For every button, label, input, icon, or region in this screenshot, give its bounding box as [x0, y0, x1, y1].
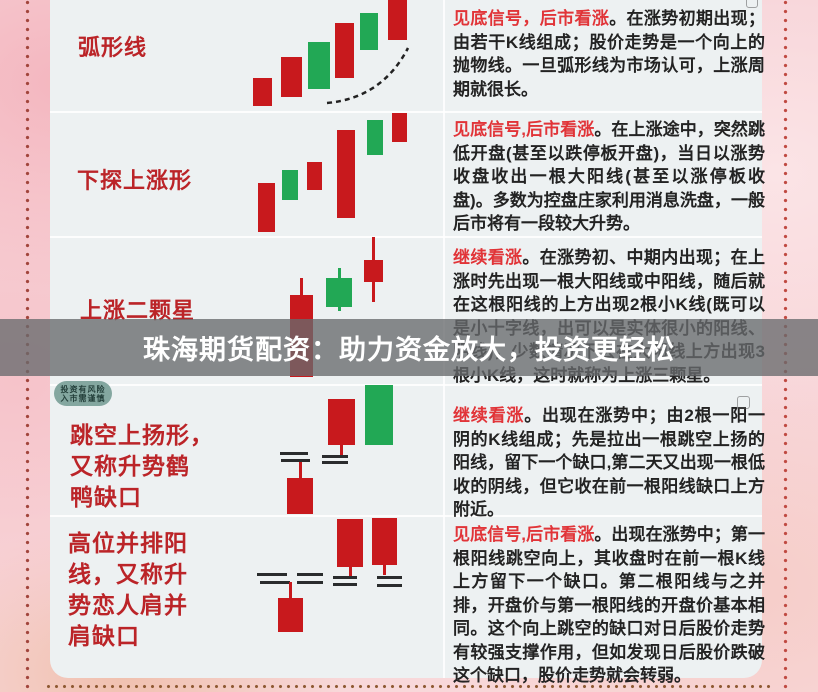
candlestick-body	[281, 57, 302, 97]
risk-disclaimer-line1: 投资有风险	[60, 384, 106, 394]
candlestick-body	[335, 23, 354, 78]
candlestick-body	[308, 42, 330, 89]
risk-disclaimer-line2: 入市需谨慎	[60, 393, 106, 403]
pattern-name: 跳空上扬形， 又称升势鹤 鸭缺口	[70, 422, 214, 510]
gap-mark	[260, 581, 290, 584]
pattern-description: 见底信号，后市看涨。在涨势初期出现；由若干K线组成；股价走势是一个向上的抛物线。…	[453, 7, 765, 101]
candlestick-body	[360, 13, 378, 50]
corner-mark-icon	[737, 396, 750, 409]
gap-mark	[333, 583, 357, 586]
signal-label: 见底信号，后市看涨	[453, 9, 610, 28]
candlestick-body	[328, 399, 355, 445]
candlestick-body	[282, 170, 298, 200]
corner-mark-icon	[746, 0, 758, 8]
candlestick-body	[365, 385, 393, 445]
gap-mark	[322, 455, 348, 458]
watermark-text: 珠海期货配资：助力资金放大，投资更轻松	[143, 335, 675, 365]
candlestick-body	[388, 0, 407, 40]
description-text: 。在涨势初期出现；由若干K线组成；股价走势是一个向上的抛物线。一旦弧形线为市场认…	[453, 9, 766, 99]
row-divider	[50, 515, 762, 517]
candlestick-wick	[348, 567, 352, 577]
gap-mark	[333, 576, 357, 579]
description-text: 。出现在涨势中；第一根阳线跳空向上，其收盘时在前一根K线上方留下一个缺口。第二根…	[453, 525, 765, 685]
candlestick-body	[278, 598, 303, 632]
pattern-description: 见底信号,后市看涨。出现在涨势中；第一根阳线跳空向上，其收盘时在前一根K线上方留…	[453, 523, 765, 688]
candlestick-body	[258, 183, 275, 232]
row-divider	[50, 236, 762, 238]
watermark-overlay: 珠海期货配资：助力资金放大，投资更轻松	[0, 319, 818, 376]
gap-mark	[322, 461, 348, 464]
candlestick-wick	[337, 307, 341, 311]
gap-mark	[280, 452, 308, 455]
pattern-name: 上涨二颗星	[80, 298, 196, 323]
signal-label: 见底信号,后市看涨	[453, 525, 595, 544]
candlestick-body	[392, 113, 407, 142]
description-text: 。在上涨途中，突然跳低开盘(甚至以跌停板开盘)，当日以涨势收盘收出一根大阳线(甚…	[453, 120, 765, 233]
gap-mark	[377, 584, 402, 587]
gap-mark	[377, 576, 402, 579]
candlestick-body	[326, 278, 352, 307]
row-divider	[50, 384, 762, 386]
candlestick-body	[337, 130, 355, 218]
pattern-description: 继续看涨。出现在涨势中；由2根一阳一阴的K线组成；先是拉出一根跳空上扬的阳线，留…	[453, 404, 765, 522]
candlestick-body	[307, 162, 322, 190]
candlestick-wick	[289, 582, 292, 598]
risk-disclaimer-badge: 投资有风险 入市需谨慎	[54, 381, 112, 406]
candlestick-body	[364, 260, 383, 282]
candlestick-wick	[383, 565, 386, 575]
pattern-name: 下探上涨形	[77, 168, 193, 193]
gap-mark	[297, 573, 323, 576]
candlestick-wick	[300, 278, 303, 295]
signal-label: 见底信号,后市看涨	[453, 120, 595, 139]
candlestick-body	[287, 478, 313, 514]
decorative-dotted-border-bottom	[46, 684, 772, 689]
gap-mark	[257, 573, 287, 576]
row-divider	[50, 111, 762, 113]
gap-mark	[297, 581, 323, 584]
candlestick-body	[253, 78, 272, 106]
candlestick-wick	[298, 462, 302, 478]
gap-mark	[281, 459, 310, 462]
candlestick-wick	[372, 237, 375, 260]
pattern-name: 弧形线	[78, 35, 148, 60]
candlestick-wick	[340, 445, 343, 455]
candlestick-wick	[337, 268, 341, 278]
pattern-name: 高位并排阳 线，又称升 势恋人肩并 肩缺口	[68, 530, 188, 649]
arc-curve	[326, 47, 410, 105]
pattern-description: 见底信号,后市看涨。在上涨途中，突然跳低开盘(甚至以跌停板开盘)，当日以涨势收盘…	[453, 118, 765, 236]
description-text: 。出现在涨势中；由2根一阳一阴的K线组成；先是拉出一根跳空上扬的阳线，留下一个缺…	[453, 406, 765, 519]
candlestick-body	[372, 518, 397, 565]
candlestick-body	[337, 519, 363, 567]
signal-label: 继续看涨	[453, 406, 525, 425]
signal-label: 继续看涨	[453, 248, 523, 267]
candlestick-body	[367, 120, 383, 155]
candlestick-wick	[372, 282, 375, 302]
